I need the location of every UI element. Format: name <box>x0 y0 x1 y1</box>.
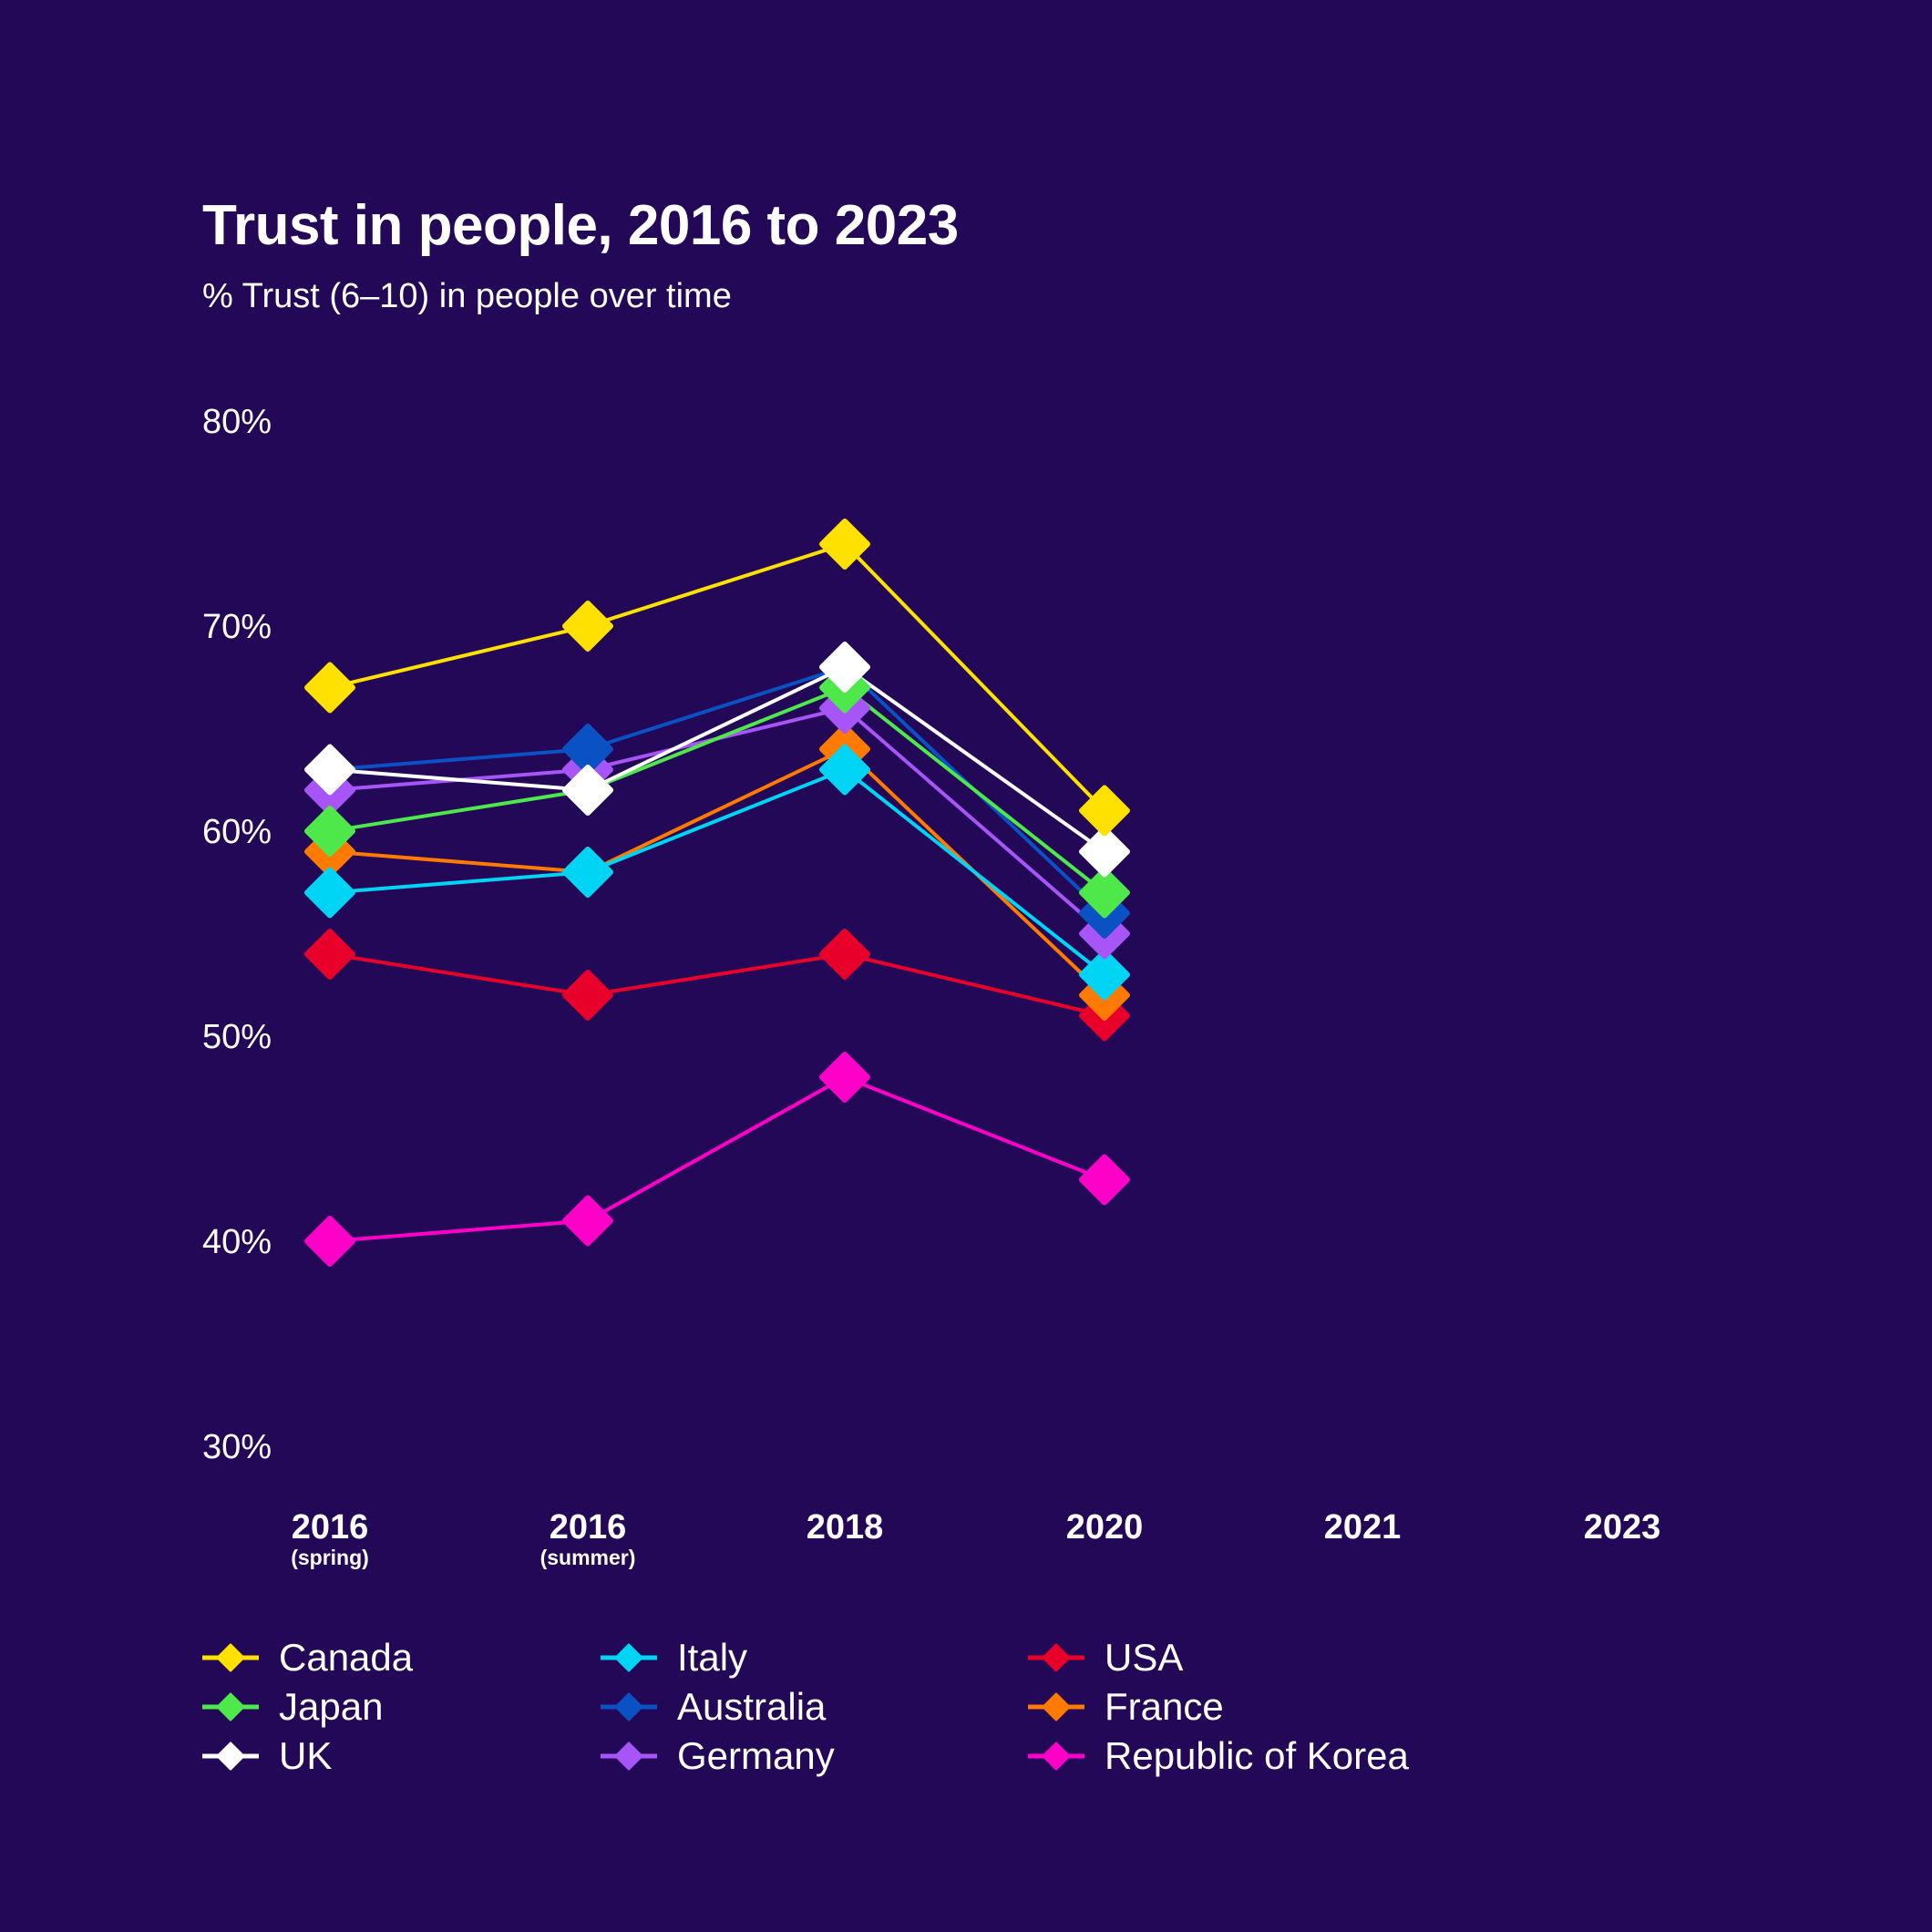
data-point-uk <box>1079 826 1130 878</box>
data-point-italy <box>1079 949 1130 1001</box>
data-point-canada <box>304 662 355 714</box>
legend-item-italy: Italy <box>601 1633 747 1682</box>
y-tick-label: 60% <box>202 813 272 851</box>
series-line-italy <box>329 767 1106 977</box>
legend-swatch-icon <box>202 1692 259 1721</box>
legend-item-republic-of-korea: Republic of Korea <box>1028 1732 1409 1781</box>
data-point-usa <box>304 929 355 980</box>
legend-item-germany: Germany <box>601 1732 835 1781</box>
legend-swatch-icon <box>601 1742 657 1771</box>
line-chart: 30%40%50%60%70%80% 2016(spring)2016(summ… <box>202 403 1660 1569</box>
data-point-republic-of-korea <box>304 1216 355 1267</box>
legend-label: UK <box>279 1734 333 1777</box>
legend-swatch-icon <box>601 1692 657 1721</box>
x-tick-label: 2020 <box>1066 1508 1144 1547</box>
data-point-usa <box>819 929 870 980</box>
x-tick-label: 2021 <box>1324 1508 1402 1547</box>
legend: Canada Japan UK Italy Australia Germany USA Fra… <box>202 1633 1478 1797</box>
data-point-italy <box>819 744 870 796</box>
legend-swatch-icon <box>1028 1692 1084 1721</box>
series-line-france <box>329 747 1106 997</box>
legend-item-canada: Canada <box>202 1633 413 1682</box>
chart-subtitle: % Trust (6–10) in people over time <box>202 277 732 315</box>
legend-label: Canada <box>279 1636 414 1679</box>
y-tick-label: 80% <box>202 403 272 441</box>
y-tick-label: 30% <box>202 1428 272 1466</box>
data-point-japan <box>304 806 355 857</box>
x-tick-label: 2018 <box>807 1508 884 1547</box>
legend-item-australia: Australia <box>601 1682 826 1732</box>
legend-item-usa: USA <box>1028 1633 1183 1682</box>
y-tick-label: 70% <box>202 608 272 646</box>
legend-item-uk: UK <box>202 1732 332 1781</box>
legend-label: France <box>1105 1685 1224 1728</box>
data-point-italy <box>304 867 355 919</box>
legend-label: Australia <box>677 1685 827 1728</box>
data-point-canada <box>562 601 613 652</box>
series-line-australia <box>329 665 1106 915</box>
data-point-usa <box>562 970 613 1021</box>
plot-area <box>304 519 1130 1267</box>
data-point-canada <box>1079 785 1130 837</box>
legend-swatch-icon <box>202 1643 259 1672</box>
legend-swatch-icon <box>1028 1643 1084 1672</box>
x-tick-sublabel: (summer) <box>540 1546 636 1569</box>
chart-title: Trust in people, 2016 to 2023 <box>202 194 959 257</box>
legend-swatch-icon <box>202 1742 259 1771</box>
y-tick-label: 50% <box>202 1018 272 1056</box>
legend-swatch-icon <box>1028 1742 1084 1771</box>
data-point-japan <box>1079 867 1130 919</box>
x-tick-sublabel: (spring) <box>291 1546 369 1569</box>
legend-item-japan: Japan <box>202 1682 383 1732</box>
series-line-japan <box>329 685 1106 895</box>
legend-item-france: France <box>1028 1682 1224 1732</box>
series-line-usa <box>329 952 1105 1018</box>
series-line-canada <box>329 542 1106 812</box>
legend-label: Italy <box>677 1636 748 1679</box>
data-point-republic-of-korea <box>819 1052 870 1103</box>
data-point-italy <box>562 847 613 898</box>
y-tick-label: 40% <box>202 1223 272 1261</box>
data-point-uk <box>819 642 870 693</box>
series-line-uk <box>329 665 1106 854</box>
legend-label: Germany <box>677 1734 835 1777</box>
series-line-republic-of-korea <box>329 1075 1105 1243</box>
x-tick-label: 2016 <box>292 1508 369 1547</box>
y-axis: 30% 40% 50% 60% 70% 80% <box>202 403 272 1466</box>
x-tick-label: 2016 <box>550 1508 627 1547</box>
x-axis: 2016(spring)2016(summer)2018 2020 2021 2023 <box>291 1508 1660 1569</box>
legend-label: Japan <box>279 1685 384 1728</box>
legend-label: Republic of Korea <box>1105 1734 1409 1777</box>
legend-swatch-icon <box>601 1643 657 1672</box>
data-point-uk <box>562 765 613 816</box>
data-point-republic-of-korea <box>562 1195 613 1247</box>
legend-label: USA <box>1105 1636 1184 1679</box>
x-tick-label: 2023 <box>1584 1508 1661 1547</box>
data-point-republic-of-korea <box>1079 1154 1130 1206</box>
data-point-canada <box>819 519 870 570</box>
data-point-uk <box>304 744 355 796</box>
